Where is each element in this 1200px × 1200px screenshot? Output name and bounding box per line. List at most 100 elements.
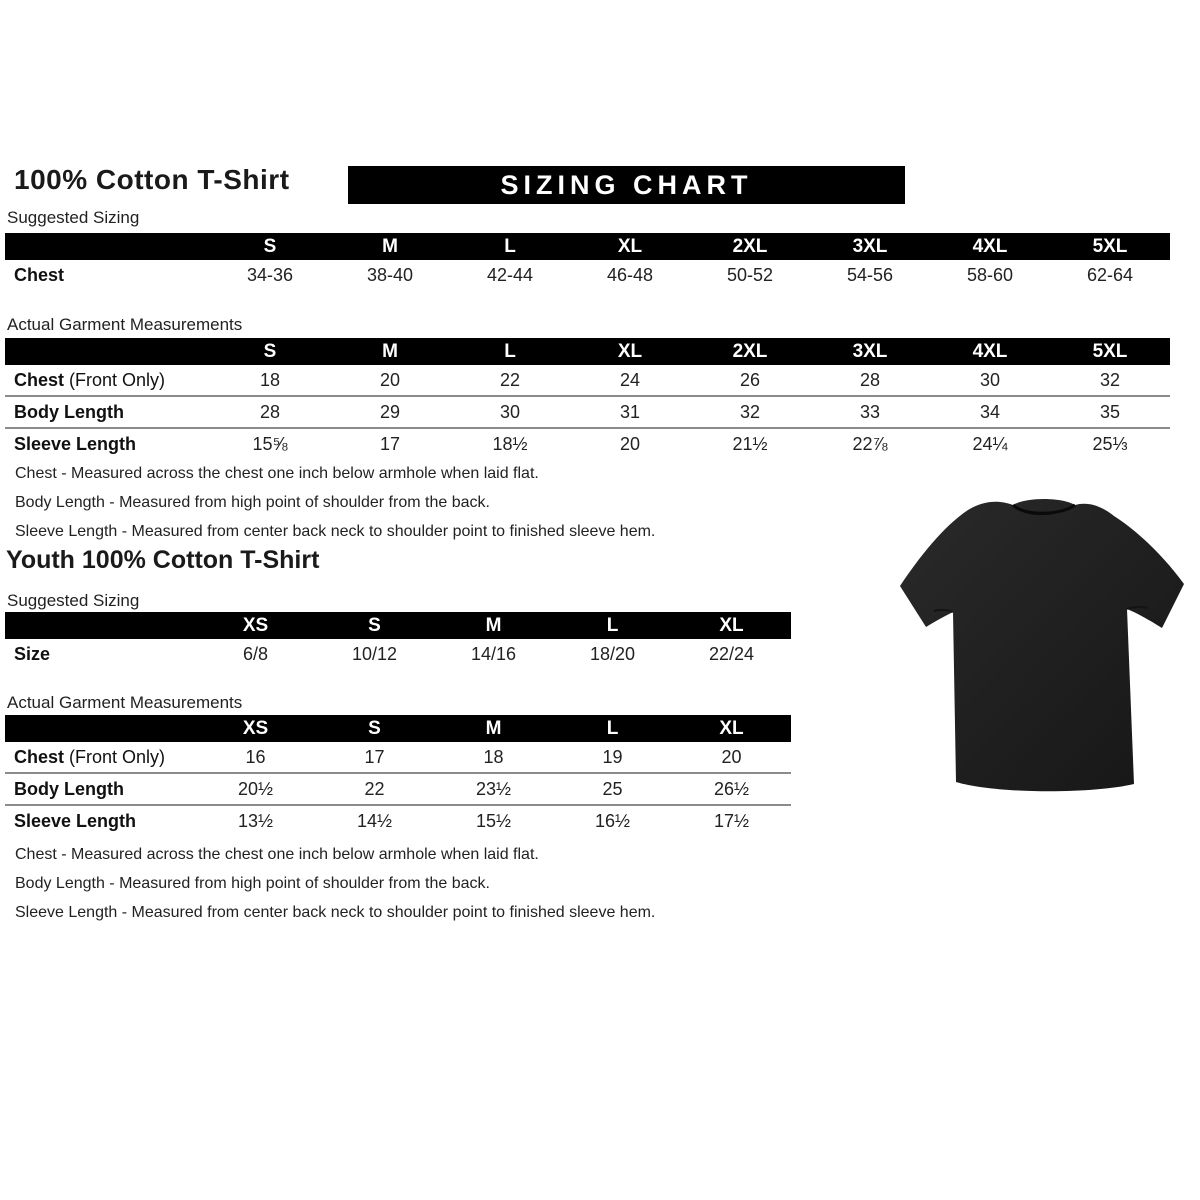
table-row: Body Length 20½ 22 23½ 25 26½	[5, 773, 791, 806]
column-header: S	[210, 338, 330, 365]
cell: 17	[315, 742, 434, 774]
column-header: XS	[196, 715, 315, 742]
cell: 18	[210, 365, 330, 397]
cell: 50-52	[726, 264, 774, 285]
column-header: M	[330, 338, 450, 365]
youth-measurement-notes: Chest - Measured across the chest one in…	[15, 840, 655, 927]
cell: 25⅓	[1092, 433, 1128, 454]
table-header-row: S M L XL 2XL 3XL 4XL 5XL	[5, 338, 1170, 365]
table-row: Body Length 28 29 30 31 32 33 34 35	[5, 396, 1170, 429]
youth-actual-measurements-table: XS S M L XL Chest (Front Only) 16 17 18 …	[5, 715, 791, 836]
note-line: Chest - Measured across the chest one in…	[15, 465, 539, 482]
cell: 17½	[713, 810, 750, 831]
cell: 58-60	[966, 264, 1014, 285]
youth-suggested-sizing-table: XS S M L XL Size 6/8 10/12 14/16 18/20 2…	[5, 612, 791, 669]
column-header: 2XL	[690, 338, 810, 365]
sizing-chart-banner: SIZING CHART	[348, 166, 905, 204]
cell: 26½	[672, 773, 791, 806]
cell: 30	[450, 396, 570, 429]
cell: 10/12	[351, 643, 398, 664]
cell: 22/24	[708, 643, 755, 664]
cell: 32	[1050, 365, 1170, 397]
cell: 31	[570, 396, 690, 429]
note-line: Sleeve Length - Measured from center bac…	[15, 904, 656, 921]
cell: 22	[315, 773, 434, 806]
row-label: Chest (Front Only)	[5, 742, 196, 774]
cell: 22	[450, 365, 570, 397]
table-row: Sleeve Length 15⅝ 17 18½ 20 21½ 22⅞ 24¼ …	[5, 428, 1170, 459]
cell: 20	[330, 365, 450, 397]
column-header: 2XL	[690, 233, 810, 260]
column-header: L	[450, 338, 570, 365]
column-header: S	[315, 612, 434, 639]
row-label: Size	[14, 643, 51, 664]
column-header: S	[315, 715, 434, 742]
adult-suggested-sizing-label: Suggested Sizing	[7, 208, 140, 227]
row-label: Body Length	[5, 773, 196, 806]
cell: 34	[930, 396, 1050, 429]
table-header-row: XS S M L XL	[5, 612, 791, 639]
cell: 42-44	[486, 264, 534, 285]
cell: 24¼	[972, 433, 1008, 454]
column-header: 4XL	[930, 338, 1050, 365]
column-header: 5XL	[1050, 338, 1170, 365]
table-header-row: XS S M L XL	[5, 715, 791, 742]
cell: 46-48	[606, 264, 654, 285]
note-line: Chest - Measured across the chest one in…	[15, 846, 539, 863]
column-header: XL	[672, 715, 791, 742]
table-header-row: S M L XL 2XL 3XL 4XL 5XL	[5, 233, 1170, 260]
cell: 34-36	[246, 264, 294, 285]
row-label: Body Length	[5, 396, 210, 429]
column-header: L	[450, 233, 570, 260]
cell: 28	[210, 396, 330, 429]
column-header: 3XL	[810, 233, 930, 260]
empty-header-cell	[5, 233, 210, 260]
row-label: Sleeve Length	[14, 433, 137, 454]
youth-actual-measurements-label: Actual Garment Measurements	[7, 693, 243, 712]
cell: 29	[330, 396, 450, 429]
page-title: 100% Cotton T-Shirt	[14, 164, 290, 195]
youth-suggested-sizing-label: Suggested Sizing	[7, 591, 140, 610]
column-header: M	[434, 612, 553, 639]
cell: 32	[690, 396, 810, 429]
cell: 28	[810, 365, 930, 397]
column-header: XS	[196, 612, 315, 639]
cell: 20	[672, 742, 791, 774]
cell: 24	[570, 365, 690, 397]
note-line: Body Length - Measured from high point o…	[15, 494, 490, 511]
cell: 18/20	[589, 643, 636, 664]
cell: 6/8	[242, 643, 269, 664]
table-row: Size 6/8 10/12 14/16 18/20 22/24	[5, 639, 791, 669]
cell: 17	[379, 433, 401, 454]
table-row: Sleeve Length 13½ 14½ 15½ 16½ 17½	[5, 805, 791, 836]
cell: 20	[619, 433, 641, 454]
cell: 14½	[356, 810, 393, 831]
sizing-chart-banner-text: SIZING CHART	[500, 169, 753, 200]
note-line: Body Length - Measured from high point o…	[15, 875, 490, 892]
column-header: 5XL	[1050, 233, 1170, 260]
cell: 16½	[594, 810, 631, 831]
note-line: Sleeve Length - Measured from center bac…	[15, 523, 656, 540]
cell: 14/16	[470, 643, 517, 664]
column-header: L	[553, 612, 672, 639]
cell: 38-40	[366, 264, 414, 285]
cell: 15⅝	[252, 433, 288, 454]
cell: 16	[196, 742, 315, 774]
row-label: Sleeve Length	[14, 810, 137, 831]
column-header: S	[210, 233, 330, 260]
cell: 54-56	[846, 264, 894, 285]
column-header: M	[330, 233, 450, 260]
adult-actual-measurements-table: S M L XL 2XL 3XL 4XL 5XL Chest (Front On…	[5, 338, 1170, 459]
cell: 30	[930, 365, 1050, 397]
table-row: Chest (Front Only) 16 17 18 19 20	[5, 742, 791, 774]
cell: 26	[690, 365, 810, 397]
cell: 18	[434, 742, 553, 774]
column-header: 4XL	[930, 233, 1050, 260]
column-header: M	[434, 715, 553, 742]
column-header: 3XL	[810, 338, 930, 365]
tshirt-product-photo	[896, 494, 1192, 806]
cell: 22⅞	[852, 433, 888, 454]
empty-header-cell	[5, 338, 210, 365]
cell: 35	[1050, 396, 1170, 429]
